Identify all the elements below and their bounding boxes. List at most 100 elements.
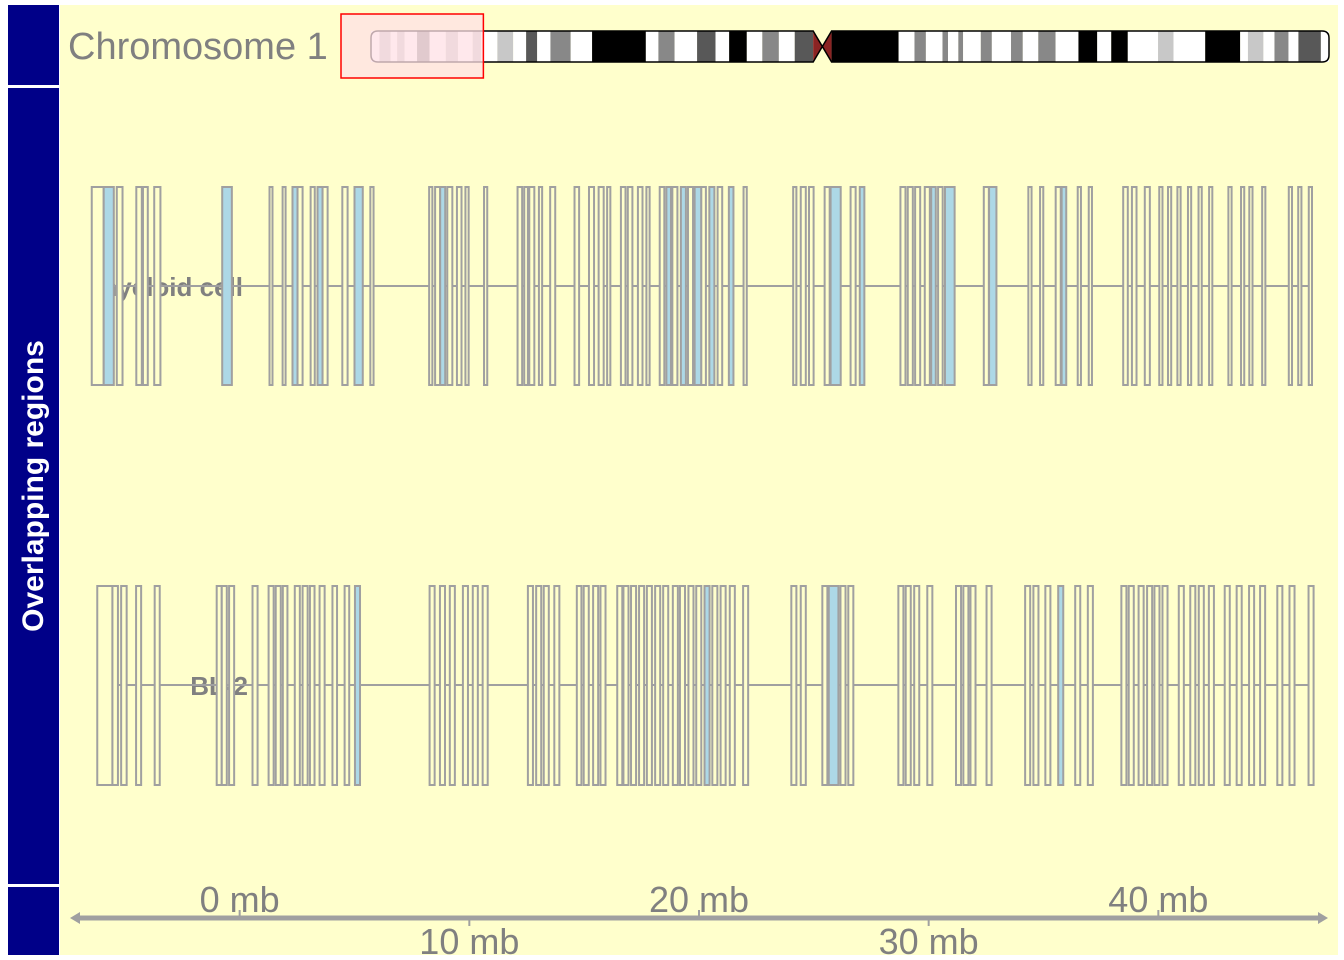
feature-region	[549, 186, 557, 386]
feature-region	[461, 585, 469, 786]
feature-region	[1248, 585, 1256, 786]
ideogram-band	[1055, 31, 1079, 62]
feature-region	[678, 585, 686, 786]
feature-region	[658, 186, 666, 386]
feature-region	[141, 186, 149, 386]
feature-region	[228, 585, 236, 786]
feature-region	[1197, 186, 1203, 386]
genome-axis: 0 mb 10 mb 20 mb 30 mb 40 mb	[70, 879, 1328, 960]
feature-region	[448, 585, 456, 786]
feature-region	[913, 585, 921, 786]
feature-region	[309, 186, 316, 386]
feature-region	[1130, 186, 1138, 386]
axis-tick-label: 10 mb	[419, 921, 519, 960]
feature-region	[665, 186, 672, 386]
ideogram-band	[991, 31, 1012, 62]
feature-region	[839, 585, 847, 786]
ideogram-band	[570, 31, 593, 62]
feature-region	[719, 585, 727, 786]
ideogram-band	[925, 31, 943, 62]
feature-region	[135, 186, 143, 386]
feature-region	[849, 186, 857, 386]
feature-region	[1127, 585, 1135, 786]
feature-region	[599, 585, 607, 786]
feature-region	[858, 186, 866, 386]
ideogram-band	[729, 31, 747, 62]
feature-region	[1054, 186, 1062, 386]
feature-region	[1297, 186, 1303, 386]
feature-region	[526, 585, 534, 786]
ideogram-band	[1078, 31, 1098, 62]
feature-region	[671, 186, 679, 386]
feature-region	[943, 186, 956, 386]
feature-region	[553, 585, 561, 786]
track-bl-2	[96, 585, 1315, 786]
feature-region	[293, 585, 301, 786]
feature-region	[904, 585, 912, 786]
ideogram-band	[697, 31, 716, 62]
feature-region	[1240, 186, 1246, 386]
feature-region	[102, 186, 115, 386]
feature-region	[446, 186, 454, 386]
feature-region	[923, 186, 931, 386]
feature-region	[1207, 585, 1215, 786]
feature-region	[1076, 186, 1082, 386]
feature-region	[321, 186, 329, 386]
feature-region	[662, 585, 670, 786]
ideogram-band	[592, 31, 646, 62]
feature-region	[679, 186, 687, 386]
feature-region	[296, 186, 304, 386]
feature-region	[1087, 186, 1093, 386]
ideogram-band	[794, 31, 814, 62]
feature-region	[523, 186, 529, 386]
feature-region	[1057, 585, 1065, 786]
feature-region	[619, 186, 627, 386]
axis-arrow-right	[1318, 912, 1328, 924]
feature-region	[268, 186, 274, 386]
feature-region	[535, 585, 543, 786]
ideogram-band	[831, 31, 899, 62]
feature-region	[1060, 186, 1068, 386]
axis-tick-label: 30 mb	[879, 921, 979, 960]
feature-region	[575, 585, 583, 786]
feature-region	[654, 585, 662, 786]
feature-region	[1153, 585, 1161, 786]
feature-region	[1208, 186, 1214, 386]
feature-region	[153, 585, 161, 786]
feature-region	[220, 585, 228, 786]
feature-region	[955, 585, 963, 786]
ideogram-band	[778, 31, 795, 62]
feature-region	[716, 186, 724, 386]
feature-region	[899, 186, 907, 386]
axis-panel-strip	[8, 887, 59, 955]
feature-region	[926, 585, 934, 786]
track-myeloid-cell	[90, 186, 1313, 386]
ideogram-band	[914, 31, 926, 62]
feature-region	[930, 186, 937, 386]
ideogram-band	[958, 31, 964, 62]
plot-background	[60, 5, 1338, 955]
feature-region	[1307, 186, 1313, 386]
feature-region	[630, 585, 638, 786]
ideogram-band	[942, 31, 949, 62]
feature-region	[1248, 186, 1254, 386]
feature-region	[1287, 186, 1294, 386]
ideogram-band	[1173, 31, 1206, 62]
feature-region	[671, 585, 679, 786]
ideogram-band	[674, 31, 698, 62]
feature-region	[728, 585, 736, 786]
feature-region	[281, 585, 289, 786]
feature-region	[1166, 186, 1173, 386]
feature-region	[301, 585, 309, 786]
feature-region	[985, 585, 993, 786]
feature-region	[1161, 585, 1169, 786]
ideogram-band	[762, 31, 779, 62]
ideogram-band	[1298, 31, 1321, 62]
ideogram-band	[550, 31, 571, 62]
feature-region	[1261, 186, 1267, 386]
feature-region	[582, 585, 590, 786]
feature-region	[341, 186, 349, 386]
feature-region	[369, 186, 375, 386]
feature-region	[573, 186, 581, 386]
